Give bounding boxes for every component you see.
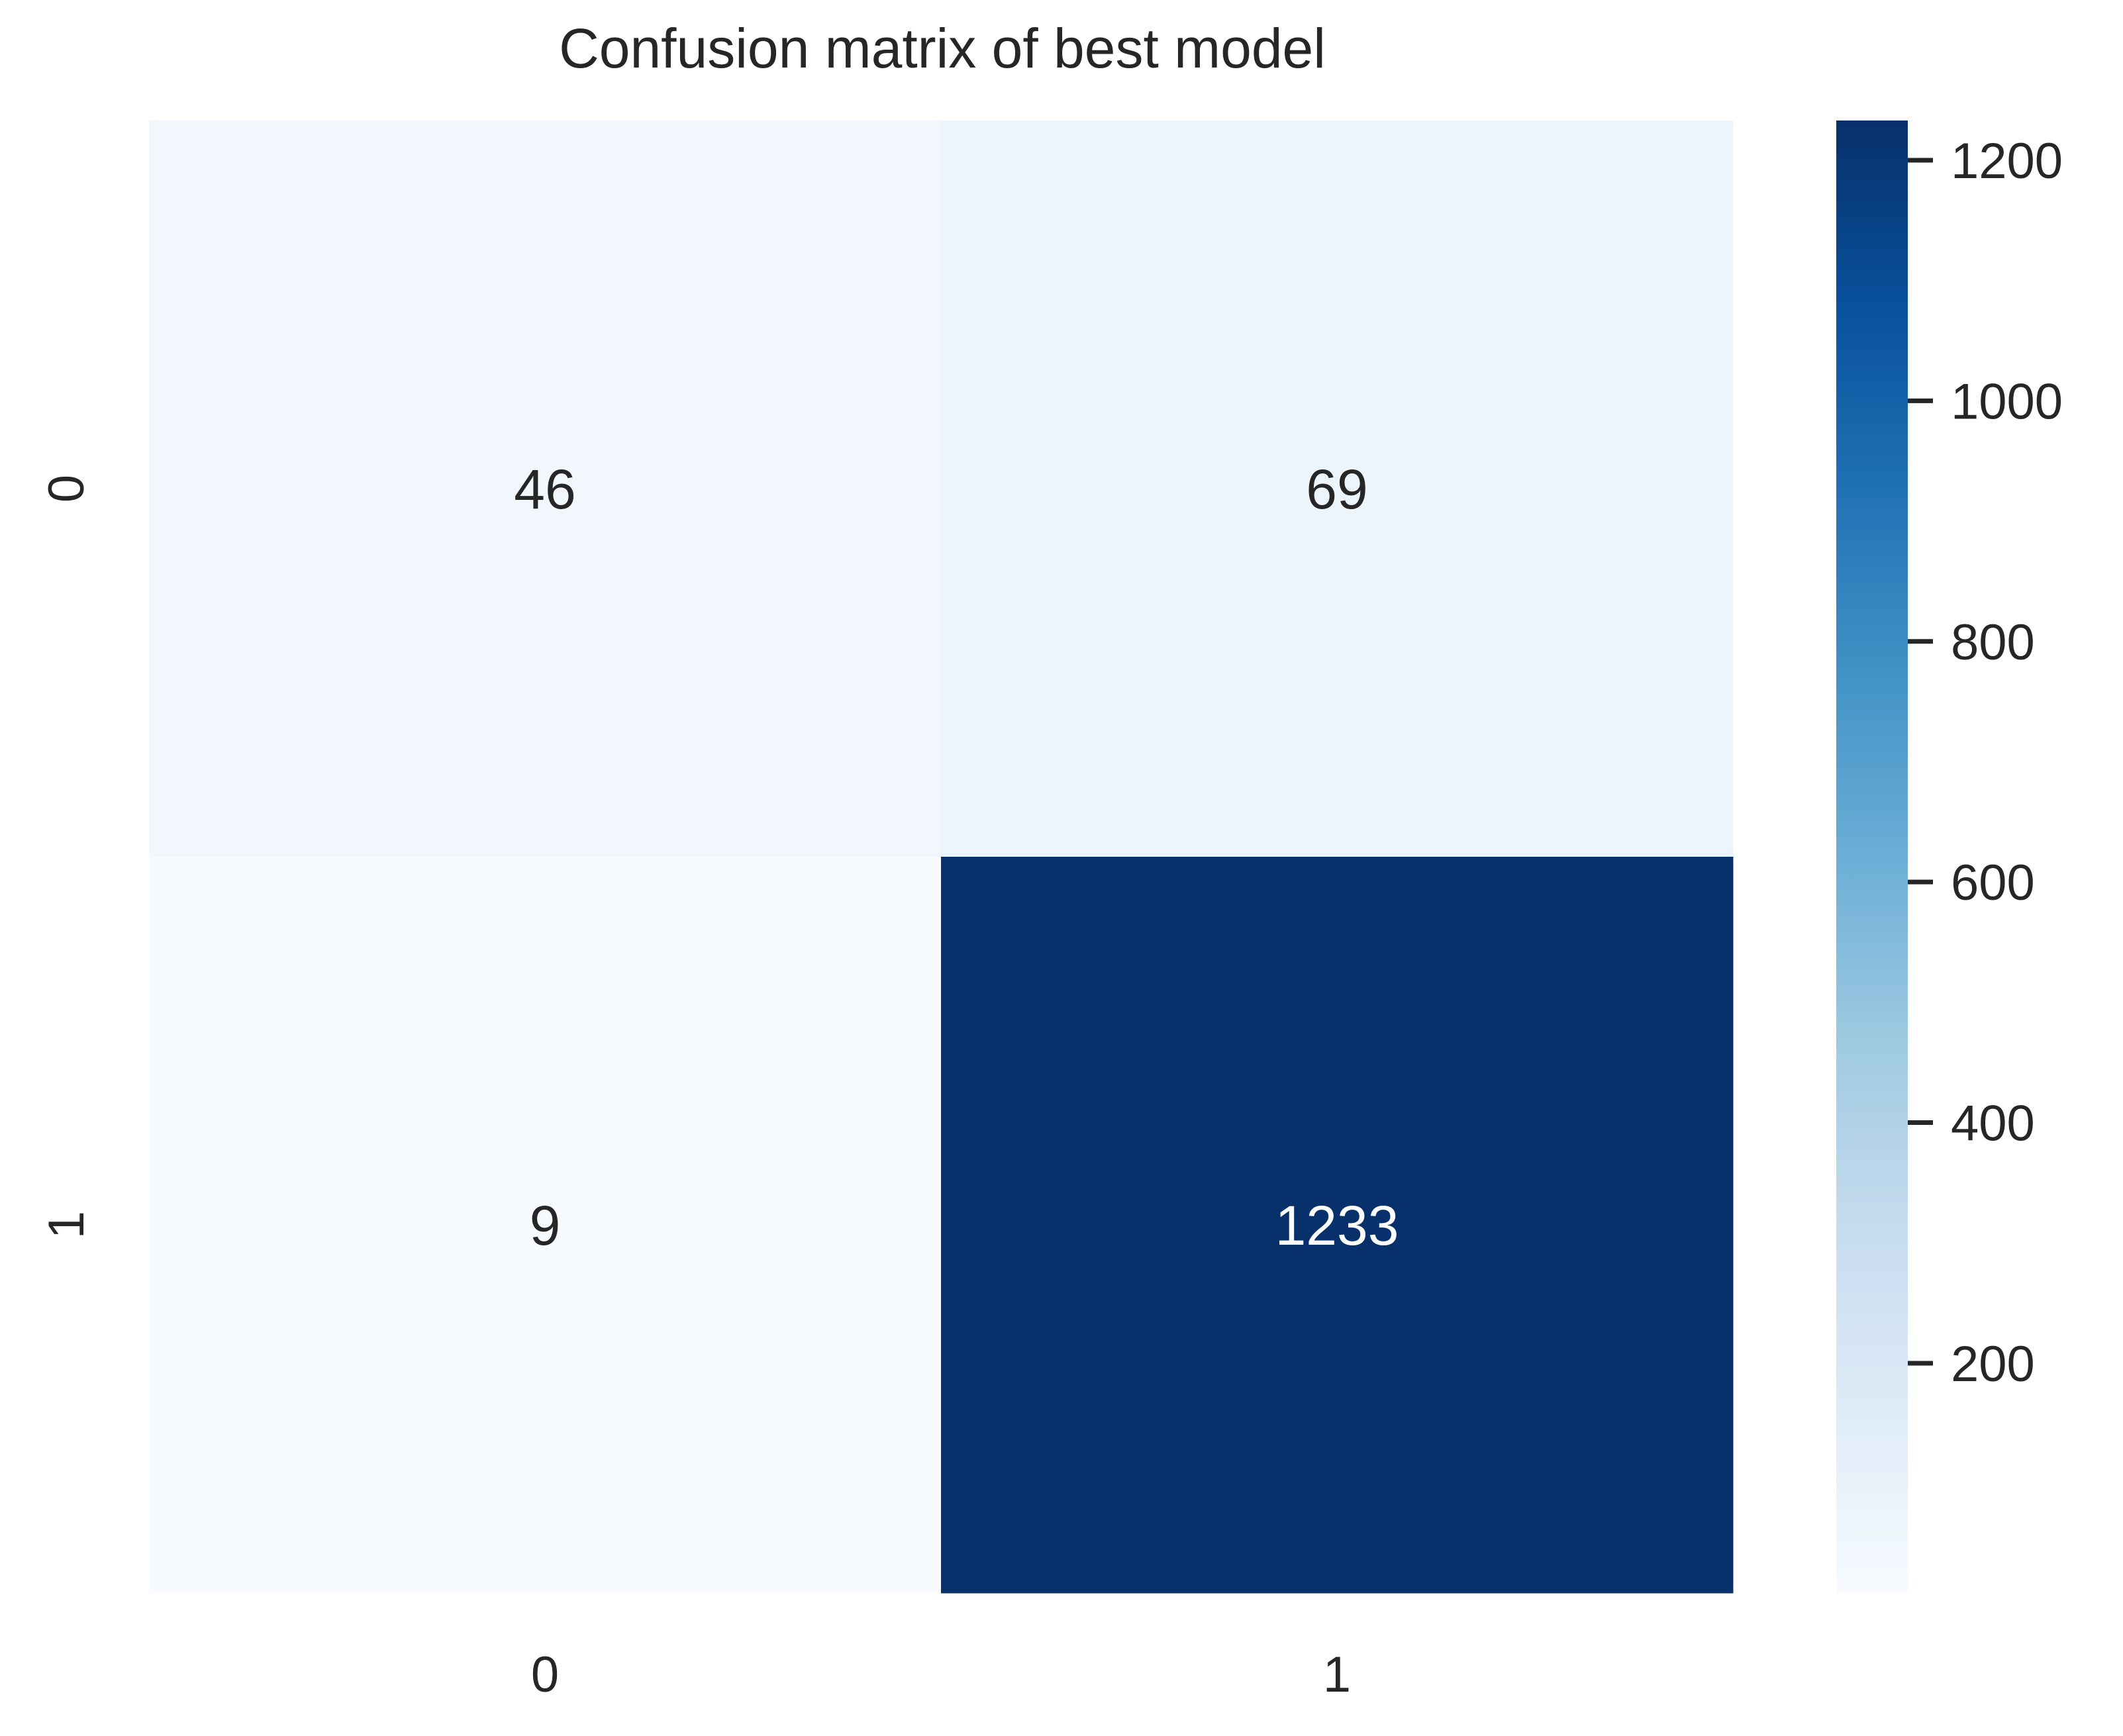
colorbar	[1836, 121, 1908, 1593]
colorbar-tick-label-3: 800	[1951, 614, 2035, 671]
colorbar-tick-label-0: 200	[1951, 1336, 2035, 1392]
cell-value-labels: 46 69 9 1233	[514, 458, 1399, 1257]
heatmap-cell-1-0	[149, 857, 942, 1594]
colorbar-tick-label-2: 600	[1951, 855, 2035, 911]
colorbar-ticks: 200 400 600 800 1000 1200	[1908, 133, 2063, 1392]
cell-value-label-1-1: 1233	[1275, 1194, 1399, 1257]
heatmap-cell-0-1	[941, 121, 1734, 857]
colorbar-tick-label-5: 1200	[1951, 133, 2063, 189]
x-tick-label-1: 1	[1323, 1647, 1351, 1703]
cell-value-label-0-0: 46	[514, 458, 575, 520]
chart-title: Confusion matrix of best model	[559, 17, 1326, 79]
cell-value-label-0-1: 69	[1306, 458, 1367, 520]
colorbar-tick-label-1: 400	[1951, 1096, 2035, 1152]
cell-value-label-1-0: 9	[530, 1194, 561, 1257]
y-axis-ticks: 01	[38, 475, 95, 1239]
y-tick-label-1: 1	[38, 1211, 95, 1239]
x-tick-label-0: 0	[531, 1647, 559, 1703]
colorbar-tick-label-4: 1000	[1951, 373, 2063, 430]
y-tick-label-0: 0	[38, 475, 95, 503]
heatmap-cells	[149, 121, 1734, 1594]
heatmap-cell-0-0	[149, 121, 942, 857]
heatmap-cell-1-1	[941, 857, 1734, 1594]
